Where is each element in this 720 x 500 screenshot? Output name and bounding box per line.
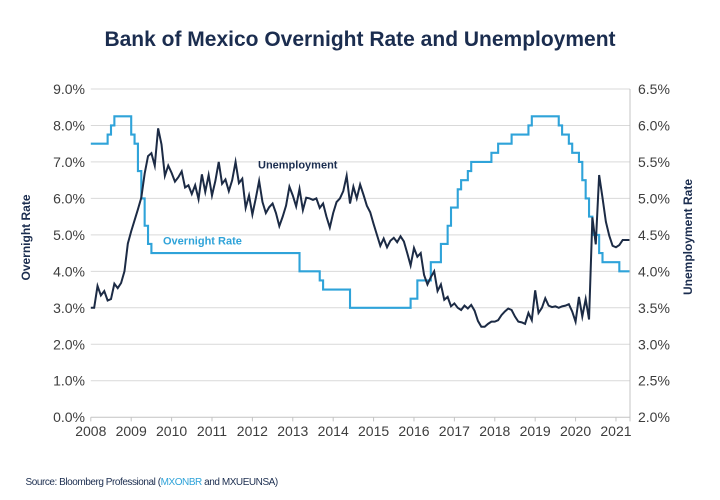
- svg-text:0.0%: 0.0%: [53, 409, 85, 425]
- svg-text:2021: 2021: [600, 423, 631, 439]
- svg-text:5.0%: 5.0%: [53, 227, 85, 243]
- svg-text:7.0%: 7.0%: [53, 154, 85, 170]
- svg-text:Unemployment: Unemployment: [258, 160, 338, 172]
- svg-text:2.0%: 2.0%: [638, 409, 670, 425]
- svg-text:9.0%: 9.0%: [53, 81, 85, 97]
- svg-text:3.0%: 3.0%: [638, 336, 670, 352]
- svg-text:2014: 2014: [318, 423, 349, 439]
- svg-text:4.0%: 4.0%: [53, 263, 85, 279]
- svg-text:2008: 2008: [75, 423, 106, 439]
- svg-text:6.0%: 6.0%: [53, 190, 85, 206]
- svg-text:2.0%: 2.0%: [53, 336, 85, 352]
- svg-text:2011: 2011: [197, 423, 227, 439]
- svg-text:6.0%: 6.0%: [638, 117, 670, 133]
- svg-text:Overnight Rate: Overnight Rate: [19, 194, 33, 280]
- svg-text:5.0%: 5.0%: [638, 190, 670, 206]
- svg-text:3.5%: 3.5%: [638, 300, 670, 316]
- svg-text:Unemployment Rate: Unemployment Rate: [681, 179, 695, 295]
- svg-text:2016: 2016: [398, 423, 429, 439]
- svg-text:6.5%: 6.5%: [638, 81, 670, 97]
- svg-text:2013: 2013: [277, 423, 308, 439]
- svg-text:1.0%: 1.0%: [53, 373, 85, 389]
- svg-text:2018: 2018: [479, 423, 510, 439]
- svg-text:2020: 2020: [560, 423, 591, 439]
- svg-text:2019: 2019: [520, 423, 551, 439]
- svg-text:4.0%: 4.0%: [638, 263, 670, 279]
- svg-text:8.0%: 8.0%: [53, 117, 85, 133]
- svg-text:2.5%: 2.5%: [638, 373, 670, 389]
- svg-text:Source: Bloomberg Professional: Source: Bloomberg Professional (MXONBR a…: [26, 477, 278, 488]
- svg-text:5.5%: 5.5%: [638, 154, 670, 170]
- svg-text:Bank of Mexico Overnight Rate: Bank of Mexico Overnight Rate and Unempl…: [104, 28, 615, 51]
- svg-text:Overnight Rate: Overnight Rate: [163, 236, 242, 248]
- svg-text:4.5%: 4.5%: [638, 227, 670, 243]
- svg-text:2012: 2012: [237, 423, 268, 439]
- svg-text:2009: 2009: [116, 423, 147, 439]
- svg-text:2017: 2017: [439, 423, 470, 439]
- svg-text:2010: 2010: [156, 423, 187, 439]
- svg-text:2015: 2015: [358, 423, 389, 439]
- svg-text:3.0%: 3.0%: [53, 300, 85, 316]
